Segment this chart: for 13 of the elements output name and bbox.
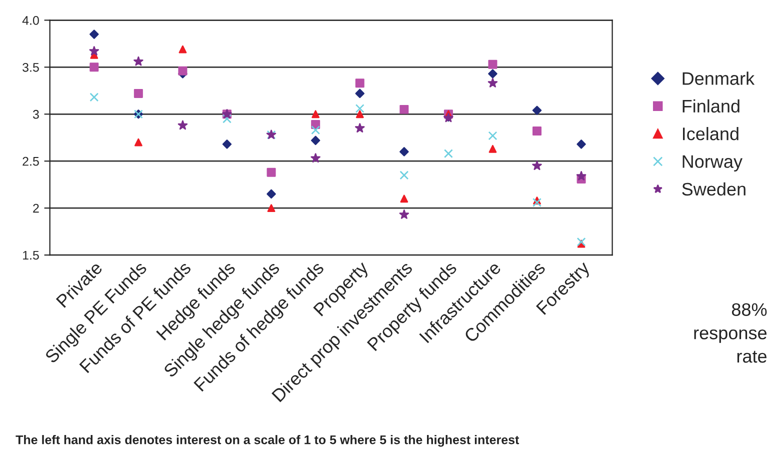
y-tick-label: 3.5 (22, 62, 39, 72)
y-tick-label: 2 (33, 204, 39, 213)
legend-label: Finland (682, 99, 740, 113)
legend-label: Iceland (682, 127, 738, 140)
legend-label: Norway (682, 155, 742, 172)
legend-label: Denmark (682, 72, 755, 85)
text: The left hand axis denotes interest on a scale of 1 to 5 where 5 is the highest interest (16, 435, 520, 447)
y-tick-label: 4.0 (22, 16, 39, 25)
legend-label: Sweden (682, 182, 746, 196)
y-tick-label: 2.5 (22, 156, 39, 166)
y-tick-label: 3 (32, 110, 39, 119)
text: 88% response rate (694, 303, 767, 363)
y-tick-label: 1.5 (23, 250, 39, 260)
